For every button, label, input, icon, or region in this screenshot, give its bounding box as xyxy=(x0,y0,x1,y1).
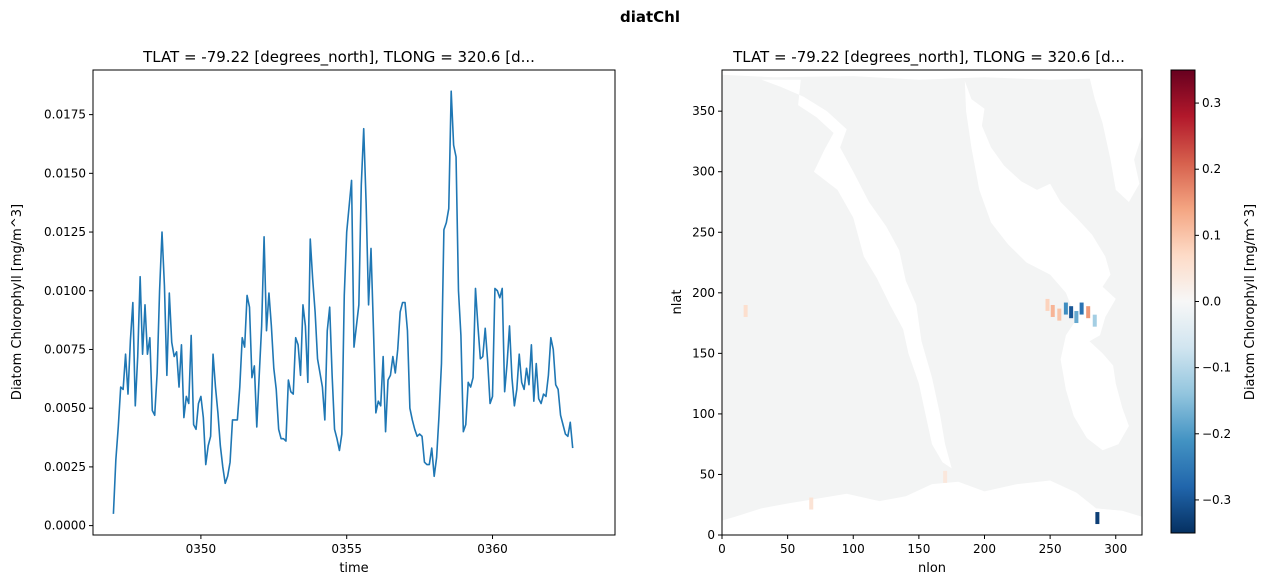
y-tick-label: 250 xyxy=(692,225,715,239)
heatmap-title: TLAT = -79.22 [degrees_north], TLONG = 3… xyxy=(732,48,1125,67)
y-tick-label: 0.0025 xyxy=(44,460,86,474)
colorbar: −0.3 −0.2 −0.1 0.0 0.1 0.2 0.3 Diatom Chloroph… xyxy=(1170,69,1258,534)
colorbar-tick-label: −0.2 xyxy=(1202,427,1231,441)
line-chart-ylabel: Diatom Chlorophyll [mg/m^3] xyxy=(10,204,25,400)
y-tick-label: 0.0100 xyxy=(44,284,86,298)
anomaly-cell xyxy=(943,470,948,483)
x-tick-label: 0350 xyxy=(186,542,217,556)
line-chart-xlabel: time xyxy=(339,561,368,576)
land-americas xyxy=(761,79,952,469)
heatmap-ylabel: nlat xyxy=(670,290,685,315)
anomaly-cell xyxy=(1063,302,1068,315)
x-tick-label: 250 xyxy=(1039,542,1062,556)
colorbar-tick-label: 0.0 xyxy=(1202,295,1221,309)
line-chart-title: TLAT = -79.22 [degrees_north], TLONG = 3… xyxy=(142,48,535,67)
line-chart: TLAT = -79.22 [degrees_north], TLONG = 3… xyxy=(10,48,616,576)
y-tick-label: 300 xyxy=(692,165,715,179)
figure-suptitle: diatChl xyxy=(620,8,680,26)
heatmap-frame xyxy=(721,69,1143,536)
y-tick-label: 0.0125 xyxy=(44,225,86,239)
heatmap-xlabel: nlon xyxy=(918,561,946,576)
x-tick-label: 200 xyxy=(973,542,996,556)
x-tick-label: 150 xyxy=(907,542,930,556)
colorbar-ticks: −0.3 −0.2 −0.1 0.0 0.1 0.2 0.3 xyxy=(1195,96,1231,507)
anomaly-cell xyxy=(1050,304,1055,317)
x-tick-label: 0360 xyxy=(477,542,508,556)
anomaly-cell xyxy=(1057,308,1062,321)
colorbar-tick-label: 0.2 xyxy=(1202,162,1221,176)
land-afro-eurasia xyxy=(964,80,1129,451)
x-tick-label: 100 xyxy=(842,542,865,556)
anomaly-cell xyxy=(1074,311,1079,324)
land-top-band xyxy=(722,70,1142,80)
anomaly-cell xyxy=(1069,306,1074,319)
y-tick-label: 0.0075 xyxy=(44,342,86,356)
heatmap-chart: TLAT = -79.22 [degrees_north], TLONG = 3… xyxy=(670,48,1143,576)
colorbar-label: Diatom Chlorophyll [mg/m^3] xyxy=(1243,204,1258,400)
anomaly-cell xyxy=(1079,302,1084,315)
y-tick-label: 0 xyxy=(707,528,715,542)
y-tick-label: 100 xyxy=(692,407,715,421)
y-tick-label: 0.0175 xyxy=(44,108,86,122)
series-line-0 xyxy=(112,90,574,514)
x-tick-label: 300 xyxy=(1104,542,1127,556)
heatmap-field xyxy=(722,70,1142,535)
y-tick-label: 0.0050 xyxy=(44,401,86,415)
y-tick-label: 50 xyxy=(700,467,715,481)
x-tick-label: 0 xyxy=(718,542,726,556)
colorbar-tick-label: 0.1 xyxy=(1202,228,1221,242)
y-tick-label: 0.0150 xyxy=(44,166,86,180)
anomaly-cell xyxy=(1045,298,1050,311)
x-tick-label: 50 xyxy=(780,542,795,556)
line-chart-frame xyxy=(92,69,616,536)
land-east-asia xyxy=(1089,77,1142,202)
anomaly-cell xyxy=(1095,512,1100,525)
anomaly-cell xyxy=(1092,314,1097,327)
heatmap-axes: 0 50 100 150 200 250 300 0 50 100 150 200 250 300 350 xyxy=(692,104,1127,556)
land-antarctica xyxy=(722,480,1142,535)
y-tick-label: 150 xyxy=(692,346,715,360)
x-tick-label: 0355 xyxy=(331,542,362,556)
y-tick-label: 350 xyxy=(692,104,715,118)
colorbar-tick-label: −0.3 xyxy=(1202,493,1231,507)
line-chart-marks xyxy=(112,90,574,514)
line-chart-axes: 0350 0355 0360 0.0000 0.0025 0.0050 0.0075 0.01… xyxy=(44,108,508,556)
anomaly-cell xyxy=(1086,306,1091,319)
anomaly-cell xyxy=(743,304,748,317)
y-tick-label: 200 xyxy=(692,286,715,300)
colorbar-gradient xyxy=(1170,69,1196,534)
colorbar-tick-label: −0.1 xyxy=(1202,361,1231,375)
colorbar-tick-label: 0.3 xyxy=(1202,96,1221,110)
anomaly-cell xyxy=(809,497,814,510)
y-tick-label: 0.0000 xyxy=(44,519,86,533)
